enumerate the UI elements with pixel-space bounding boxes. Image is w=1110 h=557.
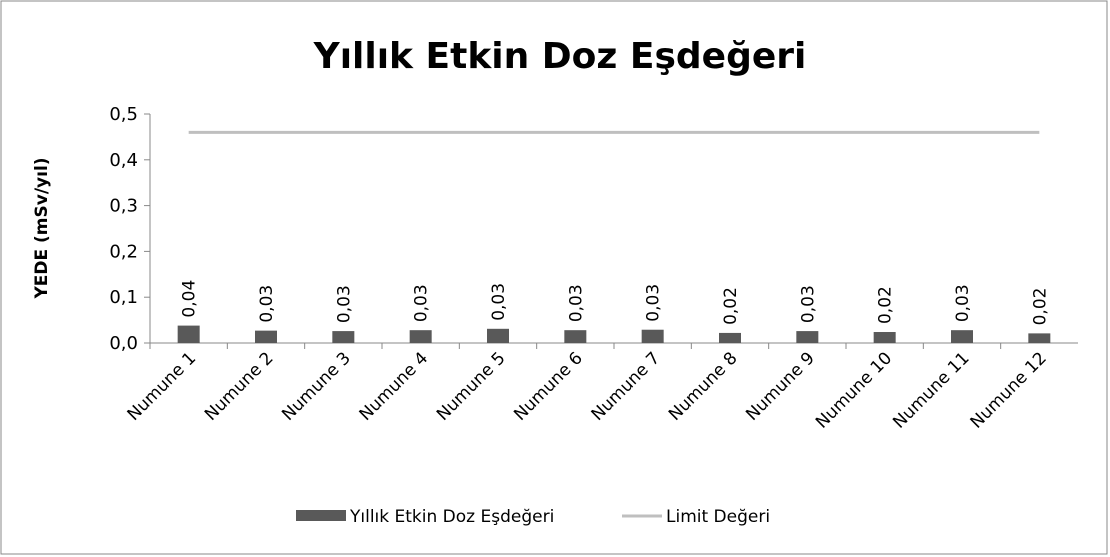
y-tick-label: 0,3 [109, 196, 138, 217]
y-tick-label: 0,5 [109, 104, 138, 125]
legend-label: Yıllık Etkin Doz Eşdeğeri [349, 507, 554, 527]
bar [332, 331, 355, 343]
data-label: 0,03 [953, 284, 973, 322]
data-label: 0,03 [644, 284, 664, 322]
bar [255, 330, 277, 343]
data-label: 0,02 [876, 286, 896, 324]
chart-title: Yıllık Etkin Doz Eşdeğeri [313, 36, 807, 77]
y-tick-label: 0,4 [109, 150, 138, 171]
bar [873, 332, 896, 343]
y-tick-label: 0,2 [109, 241, 138, 262]
legend-swatch [296, 510, 346, 521]
data-label: 0,03 [798, 285, 818, 323]
data-label: 0,03 [257, 285, 277, 323]
data-label: 0,03 [412, 284, 432, 322]
legend-label: Limit Değeri [666, 507, 770, 527]
bar [796, 331, 819, 343]
data-label: 0,04 [180, 280, 200, 318]
data-label: 0,03 [489, 283, 509, 321]
data-label: 0,02 [721, 287, 741, 325]
bar [641, 329, 664, 343]
y-tick-label: 0,1 [109, 287, 138, 308]
y-axis-label: YEDE (mSv/yıl) [32, 157, 52, 299]
data-label: 0,03 [334, 285, 354, 323]
data-label: 0,03 [566, 284, 586, 322]
data-label: 0,02 [1030, 288, 1050, 326]
bar [564, 330, 587, 343]
bar [1028, 333, 1051, 343]
bar [487, 328, 509, 343]
bar [409, 330, 432, 343]
bar [951, 330, 973, 343]
bar [719, 332, 741, 343]
bar [177, 325, 200, 343]
y-tick-label: 0,0 [109, 333, 138, 354]
